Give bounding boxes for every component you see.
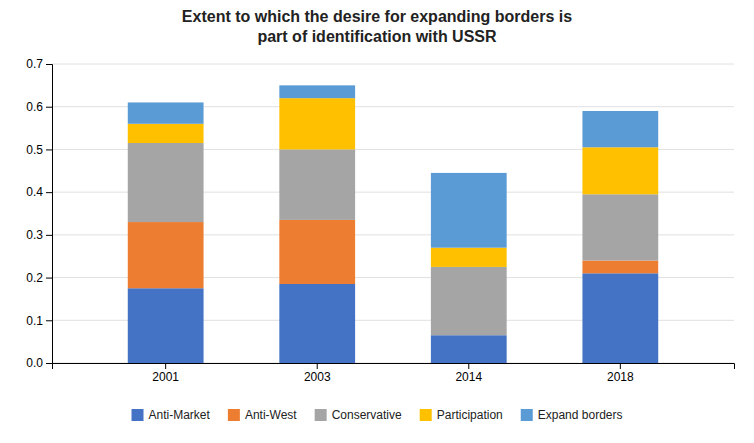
- legend-label: Participation: [437, 408, 503, 422]
- bar: [279, 149, 355, 219]
- y-tick: 0.4: [26, 185, 52, 199]
- bars: [128, 85, 658, 363]
- y-tick-label: 0.3: [26, 228, 43, 242]
- y-tick-label: 0.4: [26, 185, 43, 199]
- legend-swatch: [420, 409, 432, 421]
- x-axis-line: [53, 364, 735, 370]
- bar: [279, 220, 355, 284]
- legend-item: Conservative: [315, 408, 402, 422]
- y-tick: 0.2: [26, 271, 52, 285]
- legend-item: Expand borders: [521, 408, 623, 422]
- y-tick-mark: [46, 363, 52, 364]
- y-tick: 0.5: [26, 143, 52, 157]
- bar: [128, 143, 204, 222]
- x-tick-mark: [165, 363, 166, 369]
- series-bars: [128, 98, 658, 267]
- bar: [128, 288, 204, 363]
- y-axis: 0.0 0.1 0.2 0.3 0.4 0.5 0.6 0.7: [26, 57, 52, 370]
- legend-swatch: [315, 409, 327, 421]
- legend-label: Expand borders: [538, 408, 623, 422]
- series-bars: [128, 273, 658, 363]
- x-tick: 2003: [304, 363, 331, 384]
- legend-item: Anti-Market: [132, 408, 211, 422]
- y-tick: 0.1: [26, 314, 52, 328]
- y-tick-mark: [46, 107, 52, 108]
- bar: [279, 85, 355, 98]
- bar: [431, 267, 507, 335]
- bar: [279, 284, 355, 363]
- legend-swatch: [521, 409, 533, 421]
- y-tick: 0.7: [26, 57, 52, 71]
- bar: [431, 335, 507, 363]
- x-tick: 2001: [152, 363, 179, 384]
- series-bars: [128, 220, 658, 288]
- y-tick-mark: [46, 149, 52, 150]
- series-bars: [128, 143, 658, 335]
- chart-container: Extent to which the desire for expanding…: [0, 0, 754, 443]
- bar: [279, 98, 355, 149]
- bar: [431, 248, 507, 267]
- y-tick-mark: [46, 320, 52, 321]
- legend-item: Participation: [420, 408, 503, 422]
- legend-label: Anti-West: [245, 408, 297, 422]
- legend-swatch: [228, 409, 240, 421]
- bar: [128, 124, 204, 143]
- legend-item: Anti-West: [228, 408, 297, 422]
- x-tick-mark: [317, 363, 318, 369]
- bar: [582, 111, 658, 147]
- legend-label: Conservative: [332, 408, 402, 422]
- bar: [582, 273, 658, 363]
- x-axis: 2001 2003 2014 2018: [53, 363, 735, 384]
- y-tick-mark: [46, 235, 52, 236]
- bar: [431, 173, 507, 248]
- x-tick-label: 2018: [607, 370, 634, 384]
- legend-label: Anti-Market: [149, 408, 211, 422]
- y-tick-label: 0.1: [26, 314, 43, 328]
- y-tick-label: 0.7: [26, 57, 43, 71]
- plot-area: 0.0 0.1 0.2 0.3 0.4 0.5 0.6 0.7 2001 2003 2014 2018: [26, 57, 734, 383]
- bar: [128, 222, 204, 288]
- y-tick-mark: [46, 278, 52, 279]
- y-tick-label: 0.2: [26, 271, 43, 285]
- legend: Anti-Market Anti-West Conservative Particip…: [132, 408, 623, 422]
- bar: [582, 194, 658, 260]
- title: Extent to which the desire for expanding…: [182, 8, 572, 45]
- series-bars: [128, 85, 658, 247]
- y-tick-label: 0.6: [26, 100, 43, 114]
- y-tick-label: 0.0: [26, 356, 43, 370]
- x-tick-mark: [620, 363, 621, 369]
- legend-swatch: [132, 409, 144, 421]
- y-tick-mark: [46, 192, 52, 193]
- x-tick: 2018: [607, 363, 634, 384]
- y-tick: 0.6: [26, 100, 52, 114]
- x-tick-mark: [468, 363, 469, 369]
- x-tick: 2014: [455, 363, 482, 384]
- bar: [582, 260, 658, 273]
- grid: [52, 64, 734, 363]
- x-tick-label: 2003: [304, 370, 331, 384]
- y-tick: 0.3: [26, 228, 52, 242]
- y-tick-label: 0.5: [26, 143, 43, 157]
- grid-line: [52, 64, 734, 65]
- y-axis-line: [46, 65, 53, 364]
- x-tick-label: 2014: [455, 370, 482, 384]
- bar: [582, 147, 658, 194]
- chart-svg: Extent to which the desire for expanding…: [0, 0, 754, 443]
- x-tick-label: 2001: [152, 370, 179, 384]
- bar: [128, 102, 204, 123]
- y-tick-mark: [46, 64, 52, 65]
- y-tick: 0.0: [26, 356, 52, 370]
